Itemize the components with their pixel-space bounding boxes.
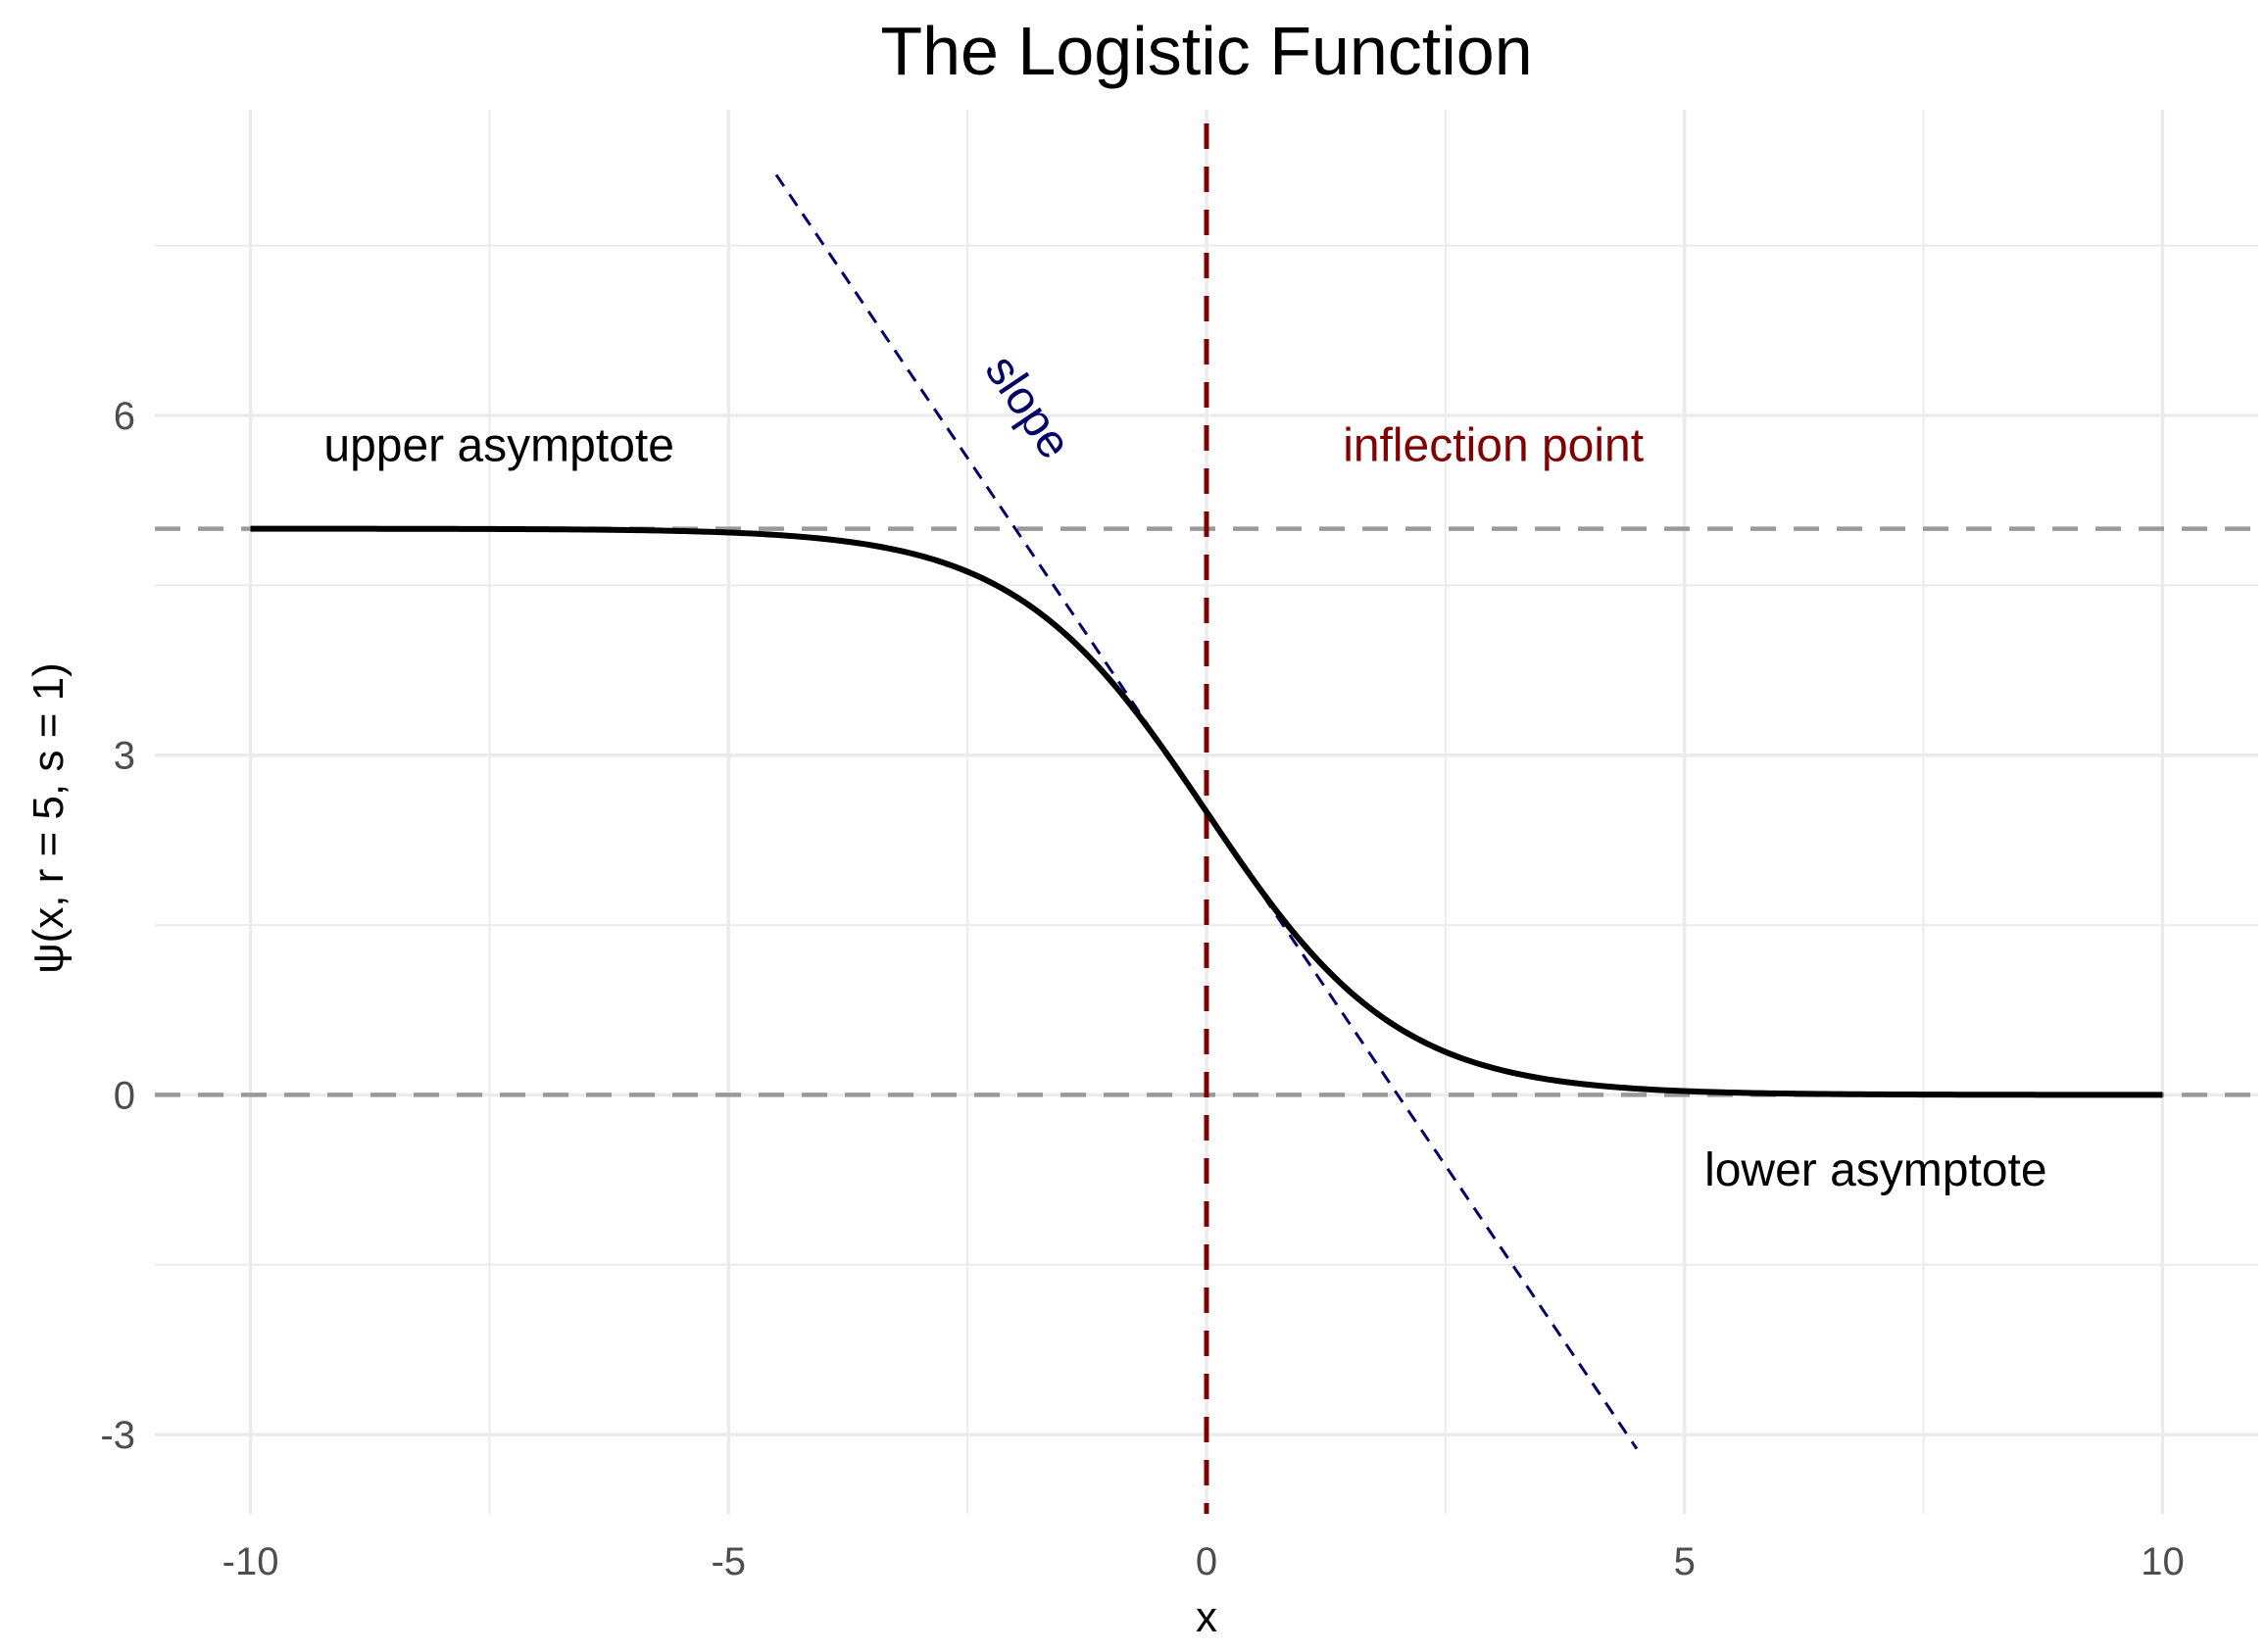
annotation-upper-asymptote: upper asymptote [323,419,674,471]
y-tick-labels: -3 0 3 6 [100,395,135,1457]
curve-layer [250,525,2163,1098]
annotation-lower-asymptote: lower asymptote [1704,1144,2046,1196]
slope-layer [774,173,1639,1450]
annotations: upper asymptote slope inflection point lowe… [323,346,2046,1196]
annotation-slope: slope [975,346,1081,468]
chart-title: The Logistic Function [880,13,1532,89]
x-tick-label: 5 [1674,1540,1696,1583]
x-tick-label: 0 [1196,1540,1217,1583]
x-axis-title: x [1196,1593,1217,1641]
x-tick-label: 10 [2141,1540,2185,1583]
y-tick-label: 3 [114,735,135,778]
x-tick-labels: -10 -5 0 5 10 [222,1540,2185,1583]
y-tick-label: -3 [100,1414,135,1457]
y-tick-label: 0 [114,1074,135,1117]
logistic-curve [250,525,2163,1098]
x-tick-label: -5 [711,1540,746,1583]
annotation-inflection-point: inflection point [1343,419,1644,471]
y-axis-title: ψ(x, r = 5, s = 1) [25,662,73,973]
y-tick-label: 6 [114,395,135,438]
x-tick-label: -10 [222,1540,279,1583]
slope-line [774,173,1639,1450]
